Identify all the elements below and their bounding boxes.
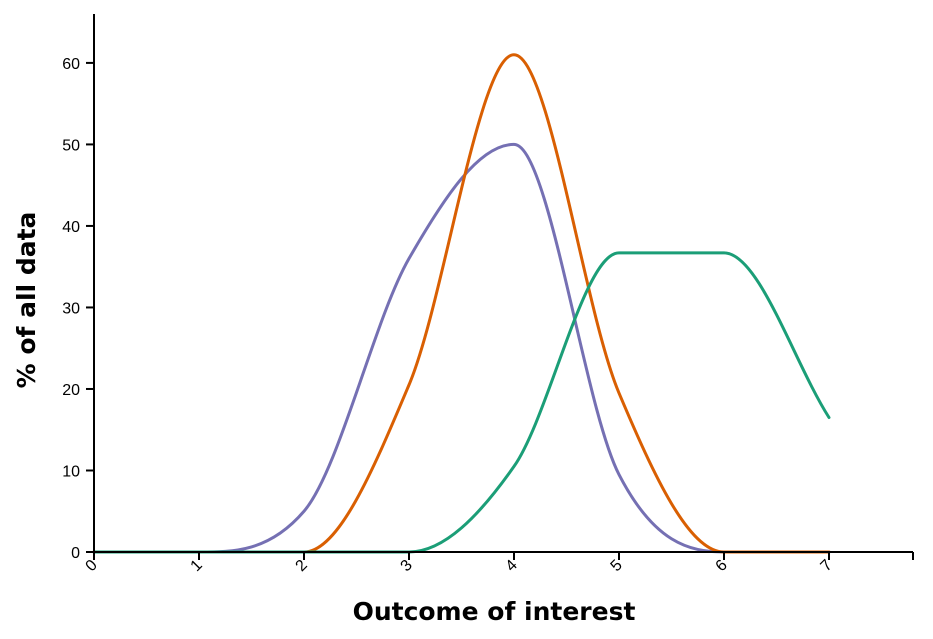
x-tick-label: 3 [398,557,416,575]
y-tick-label: 30 [62,300,80,317]
y-tick-label: 40 [62,219,80,236]
x-tick-label: 4 [503,557,521,575]
x-tick-label: 7 [818,557,836,575]
series-line-3 [92,251,831,554]
series-line-1 [92,142,831,554]
x-tick-label: 1 [188,557,206,575]
x-tick-label: 2 [293,557,311,575]
x-tick-label: 0 [83,557,101,575]
y-tick-label: 20 [62,382,80,399]
x-axis-title: Outcome of interest [353,597,636,626]
x-axis-ticks: 0 1 2 3 4 5 6 7 [83,552,914,575]
y-tick-label: 60 [62,56,80,73]
series-line-2 [92,53,831,554]
x-tick-label: 6 [713,557,731,575]
y-tick-label: 10 [62,463,80,480]
series-layer [92,53,831,554]
y-axis-ticks: 0 10 20 30 40 50 60 [62,56,94,562]
y-axis-title: % of all data [12,212,41,389]
y-tick-label: 0 [71,545,80,562]
axes-layer [93,14,913,553]
x-tick-label: 5 [608,557,626,575]
y-tick-label: 50 [62,137,80,154]
